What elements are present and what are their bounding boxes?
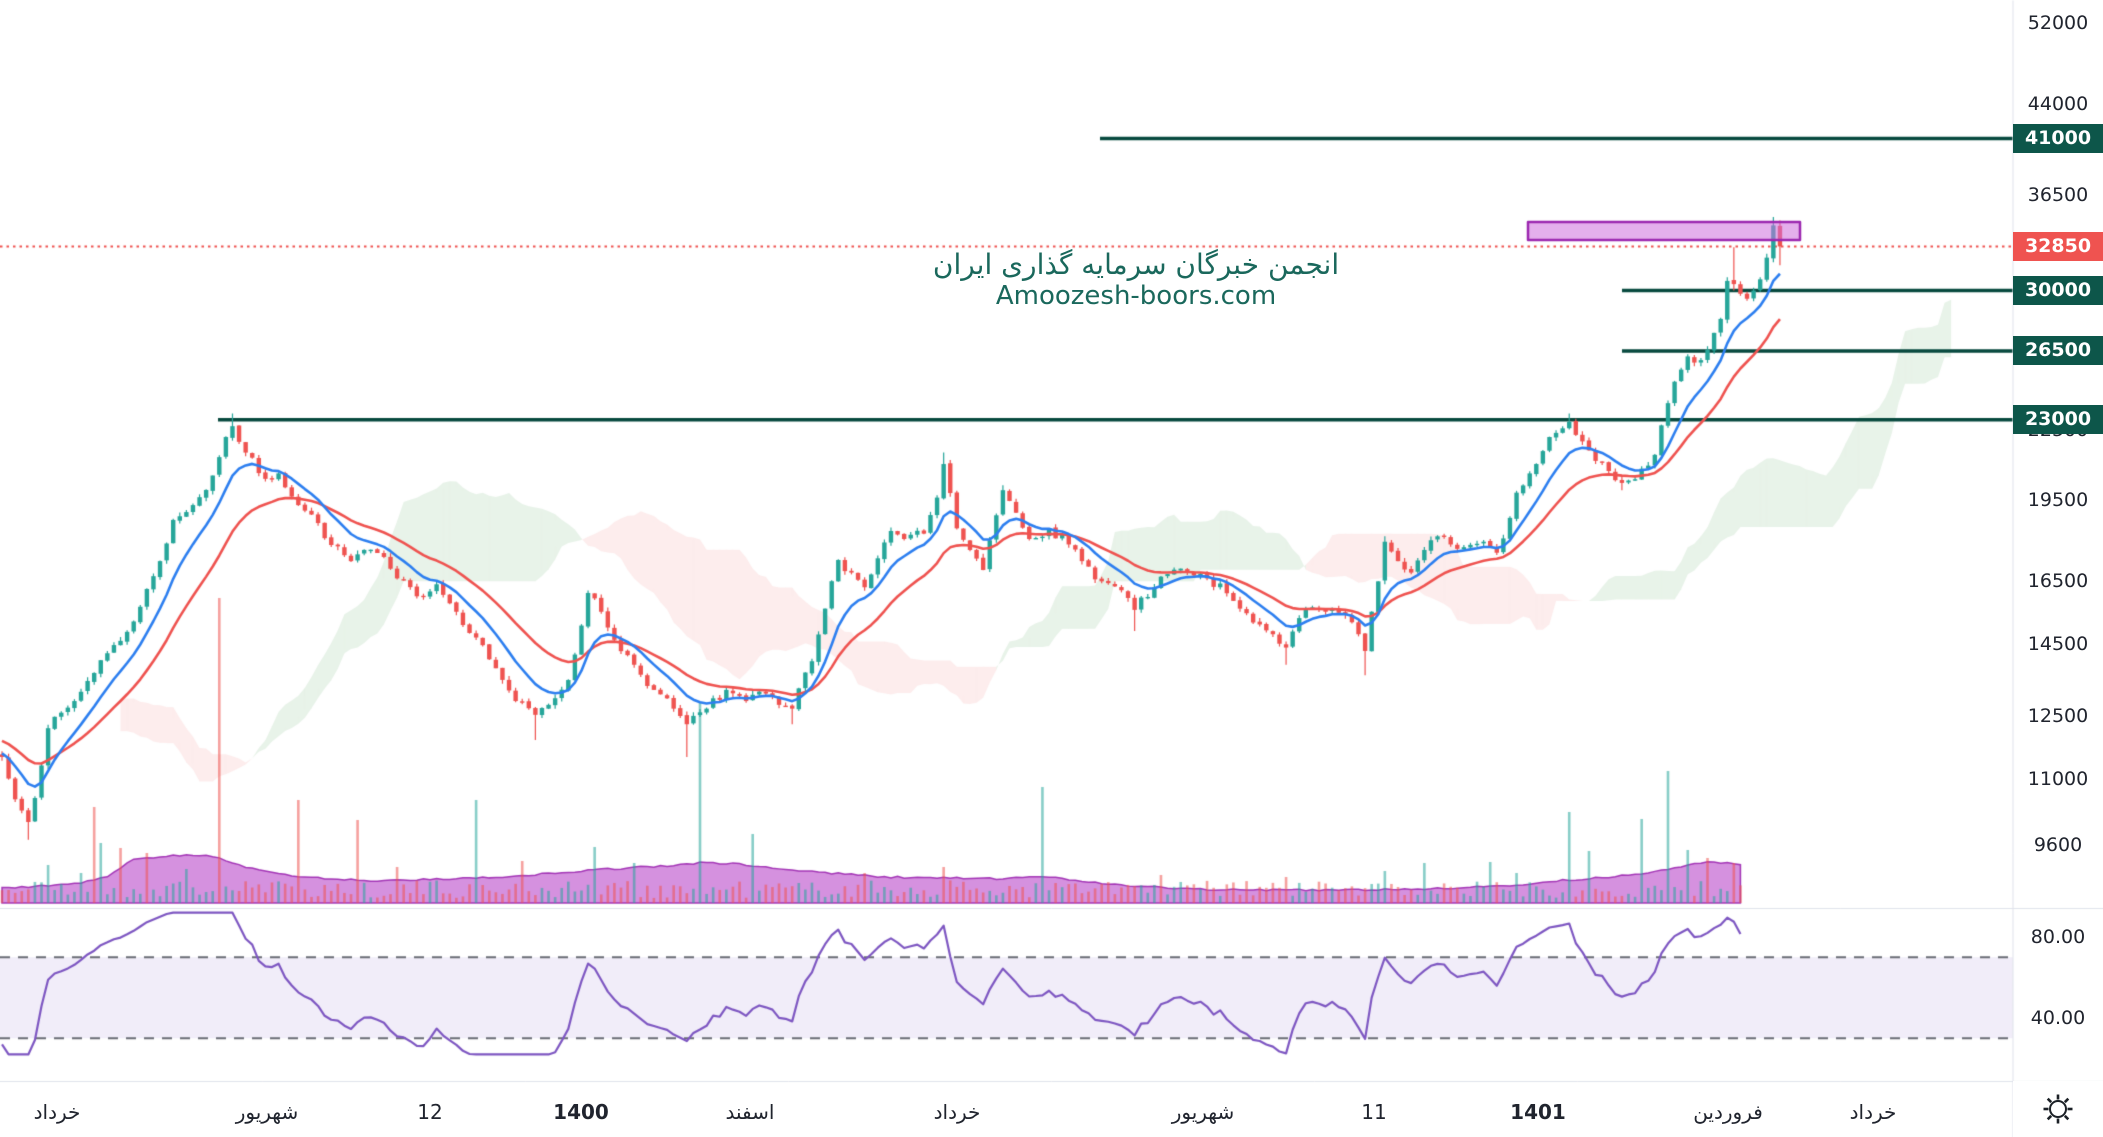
- level-badge-26500: 26500: [2013, 336, 2103, 366]
- time-label-4: اسفند: [725, 1100, 775, 1124]
- price-tick-44000: 44000: [2027, 93, 2089, 116]
- price-tick-36500: 36500: [2027, 184, 2089, 207]
- time-label-10: خرداد: [1849, 1100, 1897, 1124]
- time-label-3: 1400: [553, 1100, 609, 1124]
- price-tick-14500: 14500: [2027, 633, 2089, 656]
- time-label-9: فروردین: [1693, 1100, 1763, 1124]
- rsi-tick-40: 40.00: [2030, 1007, 2086, 1029]
- price-tick-12500: 12500: [2027, 705, 2089, 728]
- price-tick-16500: 16500: [2027, 570, 2089, 593]
- time-label-5: خرداد: [933, 1100, 981, 1124]
- rsi-tick-80: 80.00: [2030, 926, 2086, 948]
- price-tick-11000: 11000: [2027, 767, 2089, 790]
- last-price-badge: 32850: [2013, 231, 2103, 261]
- level-badge-30000: 30000: [2013, 276, 2103, 306]
- time-label-1: شهریور: [235, 1100, 299, 1124]
- sun-icon: [2043, 1094, 2073, 1124]
- time-label-7: 11: [1361, 1100, 1387, 1124]
- theme-toggle-button[interactable]: [2013, 1081, 2103, 1137]
- time-label-2: 12: [417, 1100, 443, 1124]
- price-tick-9600: 9600: [2033, 833, 2083, 856]
- price-tick-52000: 52000: [2027, 11, 2089, 34]
- time-label-6: شهریور: [1171, 1100, 1235, 1124]
- time-label-0: خرداد: [33, 1100, 81, 1124]
- level-badge-41000: 41000: [2013, 124, 2103, 154]
- level-badge-23000: 23000: [2013, 405, 2103, 435]
- price-tick-19500: 19500: [2027, 489, 2089, 512]
- time-label-8: 1401: [1510, 1100, 1566, 1124]
